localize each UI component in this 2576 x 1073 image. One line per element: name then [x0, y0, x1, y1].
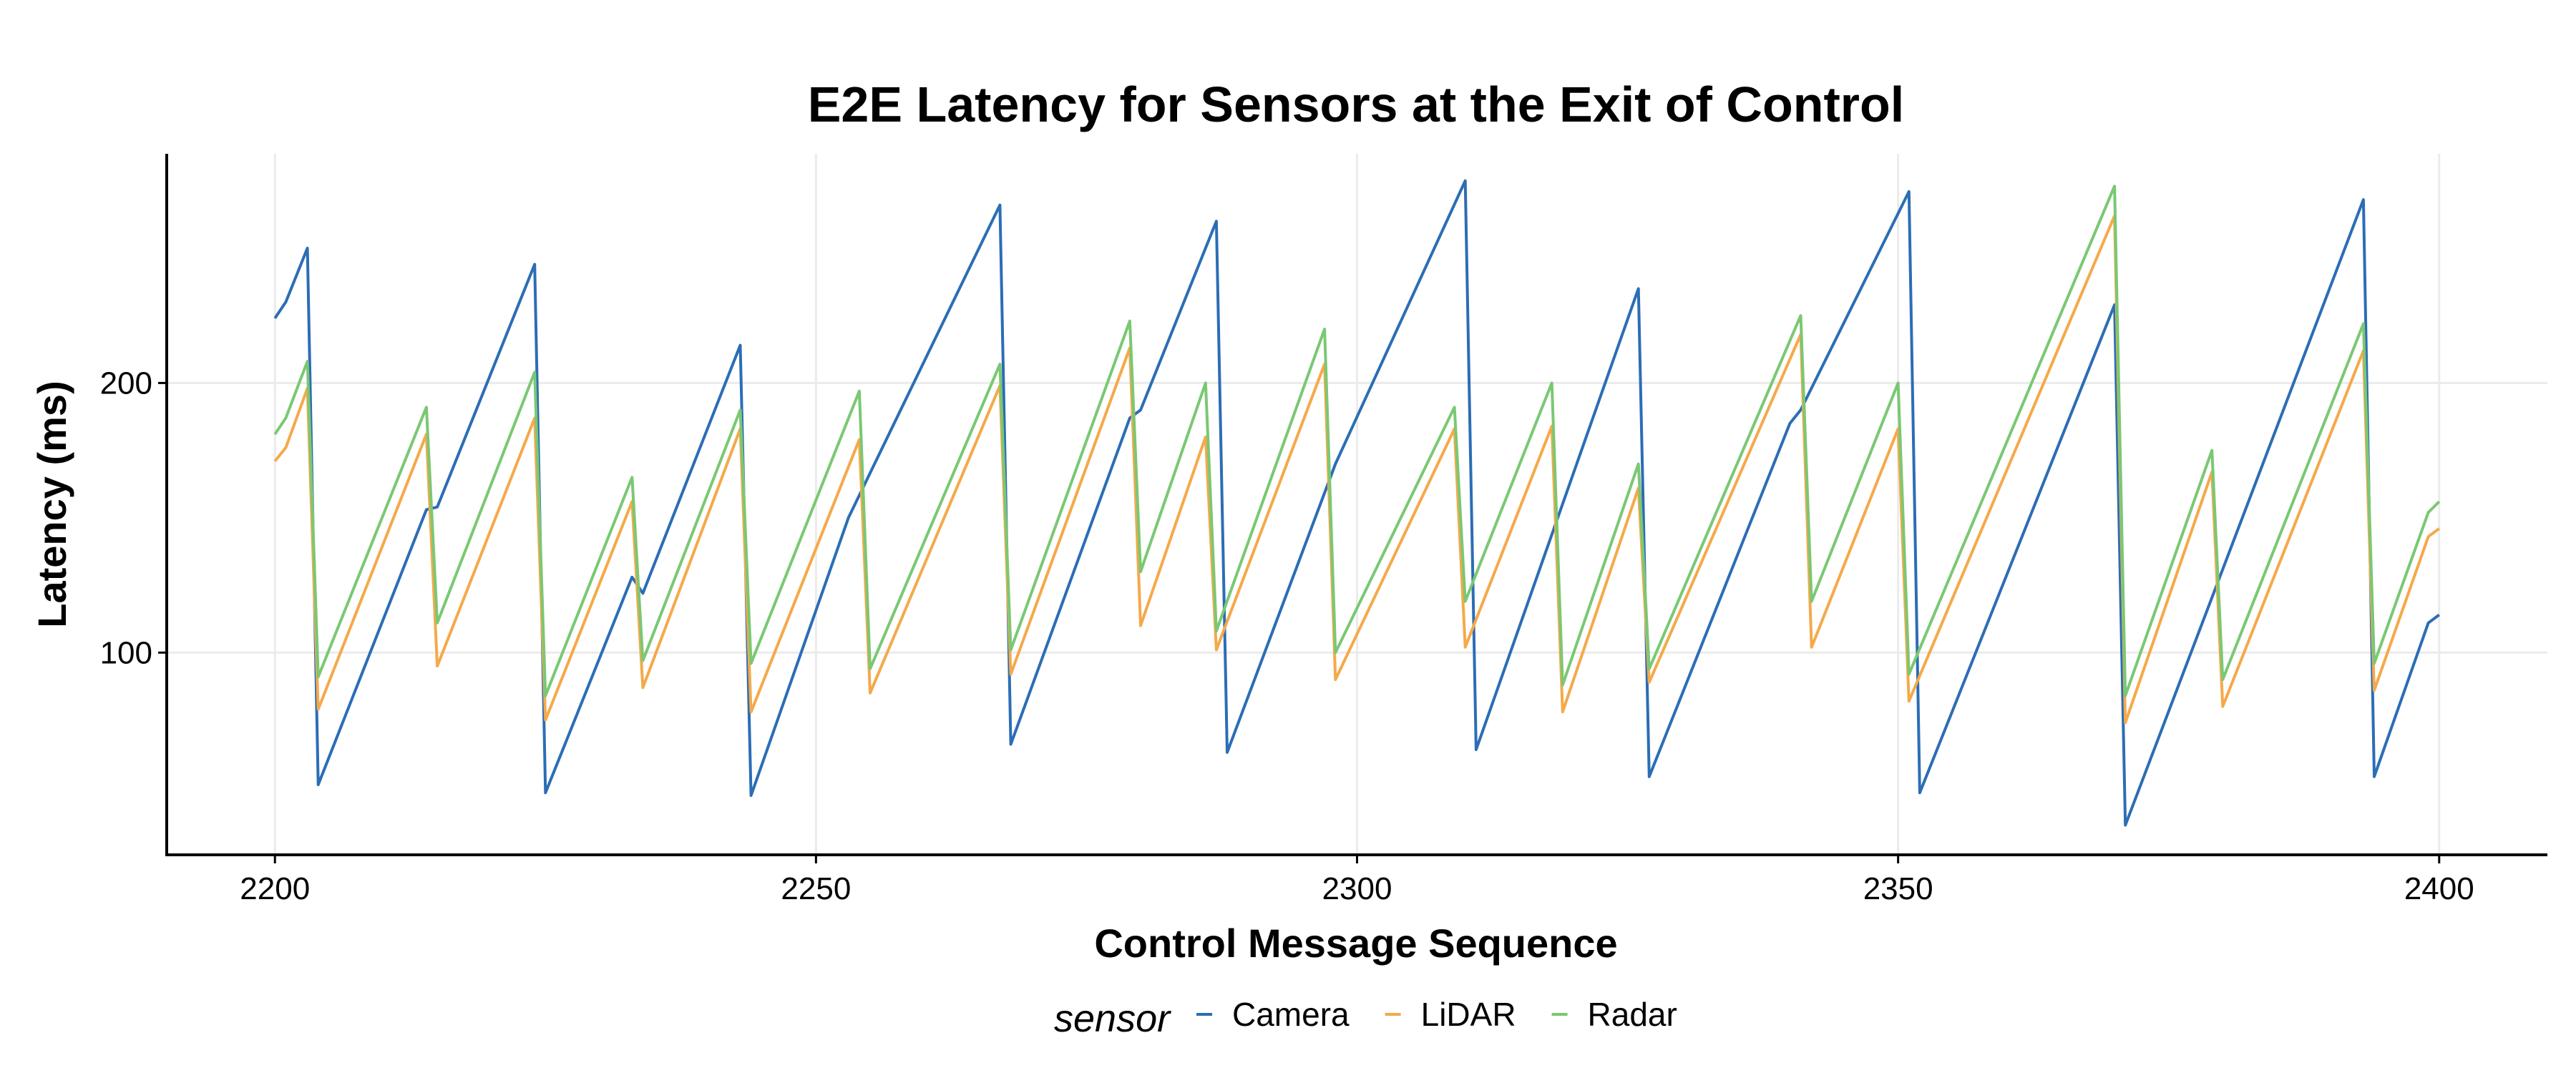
legend: sensor Camera LiDAR Radar — [1054, 996, 1677, 1040]
series-lines — [273, 179, 2441, 827]
y-tick-label: 100 — [100, 635, 152, 670]
legend-label-radar: Radar — [1588, 996, 1677, 1033]
legend-title: sensor — [1054, 997, 1171, 1040]
x-axis-title: Control Message Sequence — [1094, 921, 1617, 966]
x-tick-label: 2250 — [781, 871, 851, 906]
x-tick-label: 2200 — [240, 871, 310, 906]
legend-items: Camera LiDAR Radar — [1196, 996, 1677, 1033]
grid-lines — [167, 154, 2547, 855]
series-line-radar — [273, 185, 2441, 697]
x-tick-label: 2300 — [1322, 871, 1392, 906]
y-axis-title: Latency (ms) — [29, 381, 74, 627]
y-axis-ticks: 100 200 — [100, 366, 167, 670]
x-tick-label: 2400 — [2404, 871, 2474, 906]
y-tick-label: 200 — [100, 366, 152, 401]
x-axis-ticks: 2200 2250 2300 2350 2400 — [240, 855, 2474, 906]
x-tick-label: 2350 — [1863, 871, 1933, 906]
legend-label-camera: Camera — [1232, 996, 1350, 1033]
legend-label-lidar: LiDAR — [1421, 996, 1516, 1033]
chart-title: E2E Latency for Sensors at the Exit of C… — [808, 77, 1905, 132]
series-line-camera — [273, 179, 2440, 827]
